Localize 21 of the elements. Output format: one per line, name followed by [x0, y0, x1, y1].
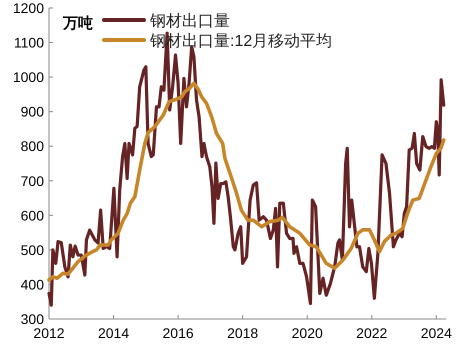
- line-series: [47, 82, 446, 282]
- x-tick-label: 2024: [420, 325, 452, 341]
- y-tick-label: 1200: [12, 0, 44, 16]
- legend-label: 钢材出口量: [149, 12, 230, 30]
- y-tick-label: 300: [20, 311, 44, 327]
- line-series: [47, 32, 446, 307]
- y-axis-title: 万吨: [62, 15, 93, 32]
- y-tick-label: 600: [20, 207, 44, 224]
- x-tick-label: 2020: [292, 325, 323, 341]
- x-tick-label: 2012: [33, 325, 65, 341]
- y-tick-label: 1100: [14, 34, 44, 51]
- y-tick-label: 900: [20, 104, 44, 120]
- x-tick-label: 2016: [162, 325, 194, 341]
- y-tick-label: 500: [20, 242, 44, 258]
- x-tick-label: 2018: [227, 325, 258, 341]
- x-tick-label: 2014: [98, 325, 130, 341]
- y-tick-label: 1000: [12, 69, 44, 86]
- y-tick-label: 700: [20, 172, 44, 189]
- y-tick-label: 800: [20, 138, 44, 154]
- x-tick-label: 2022: [356, 325, 388, 341]
- y-tick-label: 400: [20, 276, 44, 292]
